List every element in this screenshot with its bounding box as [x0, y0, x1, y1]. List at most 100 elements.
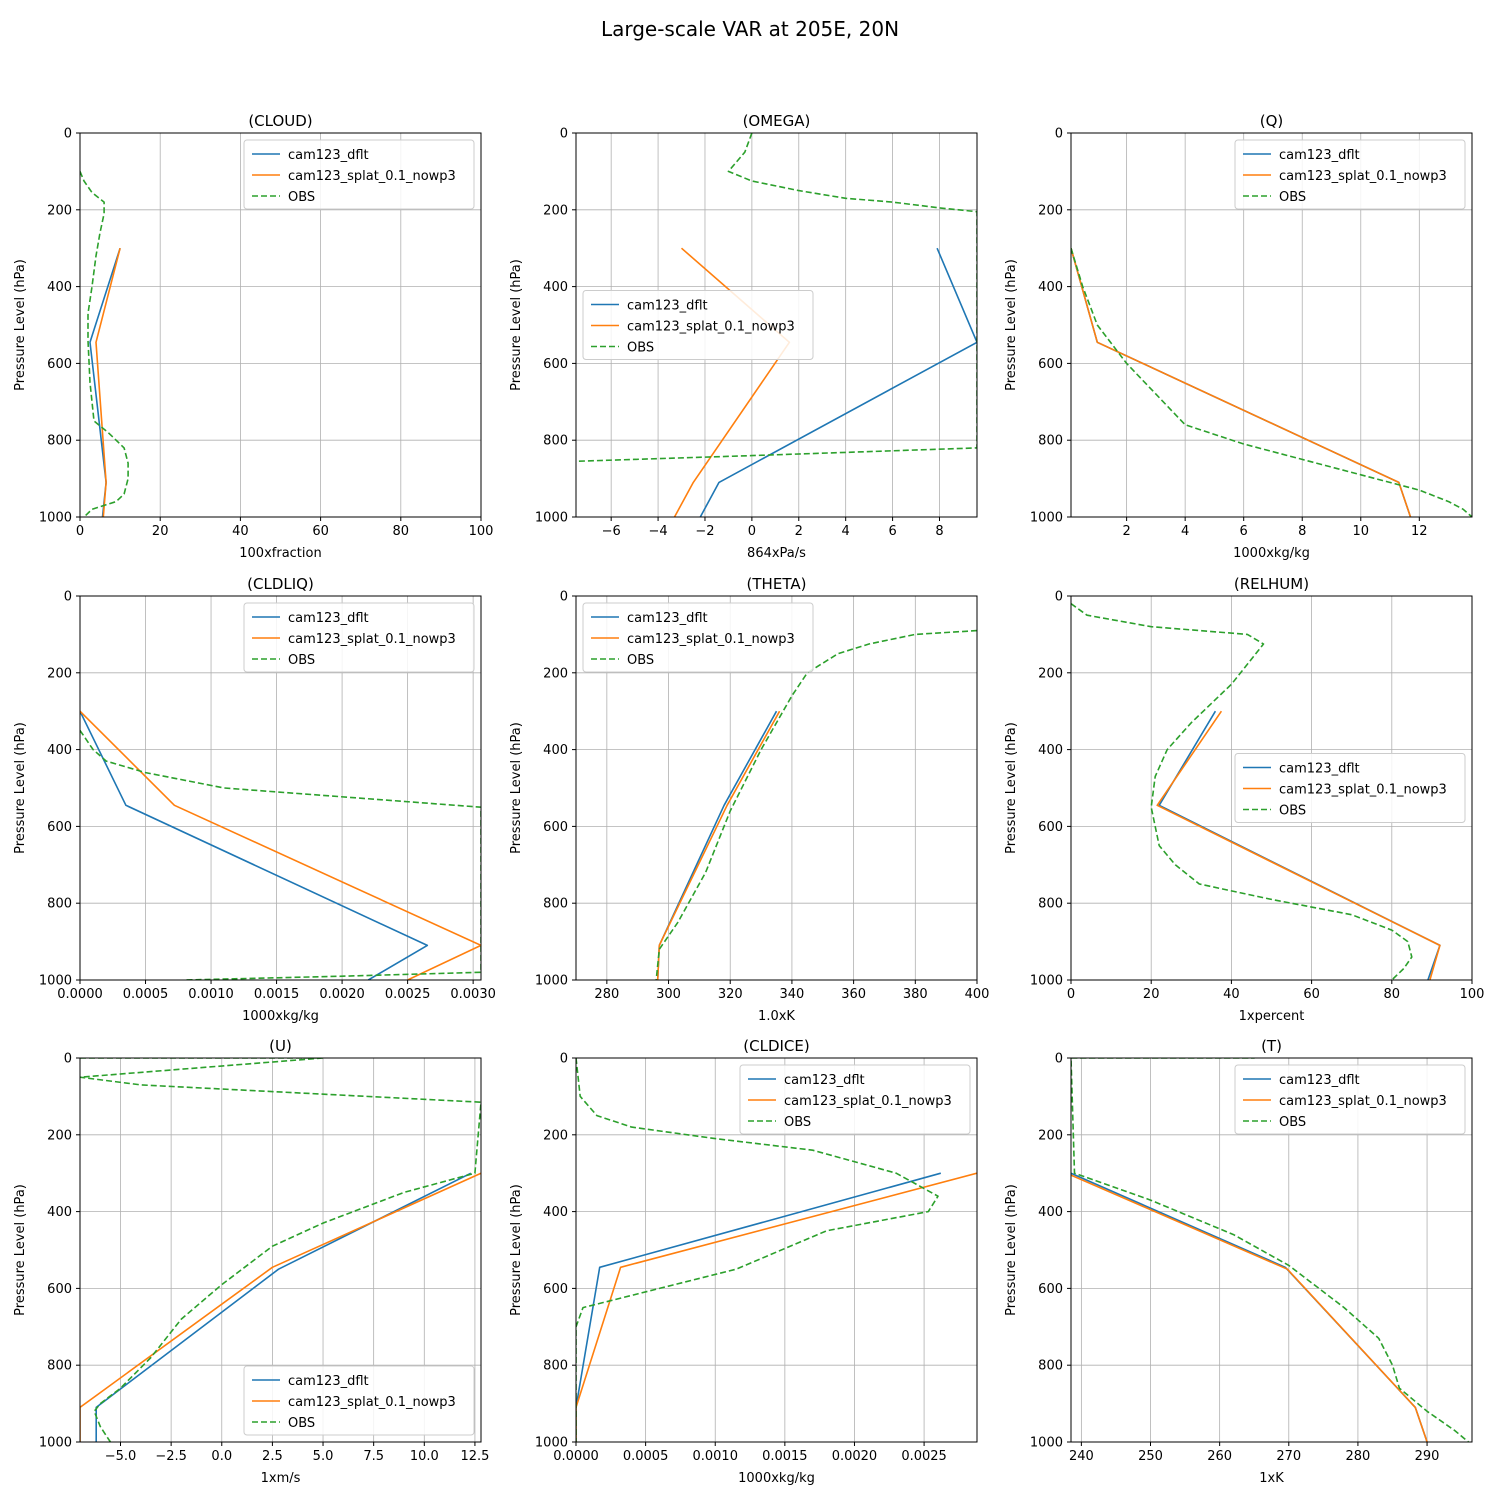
- y-tick-label: 600: [1038, 1282, 1063, 1297]
- series-line-cam123-splat-0-1-nowp3: [95, 248, 121, 517]
- y-tick-label: 800: [1038, 434, 1063, 449]
- y-tick-label: 800: [47, 1359, 72, 1374]
- y-tick-label: 800: [543, 434, 568, 449]
- subplot-title: (RELHUM): [1234, 575, 1309, 593]
- legend: cam123_dflt cam123_splat_0.1_nowp3 OBS: [1234, 753, 1466, 823]
- legend-label: OBS: [288, 653, 315, 668]
- legend-label: cam123_dflt: [784, 1073, 865, 1088]
- y-tick-label: 200: [47, 666, 72, 681]
- series-group: [1071, 1058, 1470, 1442]
- x-tick-label: 4: [842, 524, 850, 539]
- axes-frame: [575, 1057, 978, 1443]
- y-tick-label: 800: [47, 897, 72, 912]
- x-tick-label: 60: [312, 524, 329, 539]
- x-axis-label: 100xfraction: [239, 546, 321, 561]
- x-tick-label: 0.0005: [623, 1449, 669, 1464]
- subplot-theta: 280 300 320 340 360 380 400 0 200 400 600 800 1000 (T…: [509, 575, 989, 1024]
- axes-frame: [79, 595, 482, 981]
- y-tick-label: 1000: [1030, 511, 1063, 526]
- legend-label: OBS: [1279, 1115, 1306, 1130]
- y-tick-label: 800: [543, 1359, 568, 1374]
- series-line-obs: [1071, 1058, 1470, 1442]
- y-axis-label: Pressure Level (hPa): [1004, 259, 1019, 391]
- x-tick-label: 360: [841, 987, 866, 1002]
- y-tick-label: 400: [1038, 743, 1063, 758]
- legend: cam123_dflt cam123_splat_0.1_nowp3 OBS: [582, 290, 814, 360]
- y-tick-label: 600: [47, 357, 72, 372]
- legend: cam123_dflt cam123_splat_0.1_nowp3 OBS: [243, 139, 475, 210]
- x-tick-label: −4: [648, 524, 667, 539]
- x-tick-label: 10: [1353, 524, 1370, 539]
- series-line-cam123-splat-0-1-nowp3: [1156, 710, 1441, 980]
- axes-frame: [575, 132, 978, 518]
- subplot-title: (OMEGA): [743, 112, 811, 130]
- x-axis-label: 1000xkg/kg: [242, 1009, 319, 1024]
- legend: cam123_dflt cam123_splat_0.1_nowp3 OBS: [582, 602, 814, 673]
- x-axis-label: 1000xkg/kg: [738, 1471, 815, 1486]
- x-tick-label: 380: [903, 987, 928, 1002]
- x-tick-label: 0.0010: [188, 987, 234, 1002]
- legend-label: cam123_dflt: [627, 611, 708, 626]
- x-tick-label: 6: [888, 524, 896, 539]
- y-tick-label: 200: [47, 1128, 72, 1143]
- x-axis-label: 1000xkg/kg: [1233, 546, 1310, 561]
- legend-box: [243, 1365, 475, 1436]
- y-axis-label: Pressure Level (hPa): [509, 259, 524, 391]
- x-axis-label: 1xK: [1259, 1471, 1284, 1486]
- x-tick-label: 0: [76, 524, 84, 539]
- y-tick-label: 800: [1038, 897, 1063, 912]
- legend-label: cam123_dflt: [627, 299, 708, 314]
- y-tick-label: 0: [64, 127, 72, 142]
- axes-frame: [575, 595, 978, 981]
- y-tick-label: 0: [1055, 127, 1063, 142]
- legend: cam123_dflt cam123_splat_0.1_nowp3 OBS: [1234, 139, 1466, 210]
- legend-label: cam123_dflt: [288, 148, 369, 163]
- x-tick-label: −6: [602, 524, 621, 539]
- x-tick-label: 240: [1069, 1449, 1094, 1464]
- subplot-title: (CLOUD): [248, 112, 312, 130]
- x-tick-label: 0.0015: [762, 1449, 808, 1464]
- x-tick-label: 100: [469, 524, 494, 539]
- legend-label: cam123_splat_0.1_nowp3: [1279, 783, 1447, 798]
- series-line-cam123-splat-0-1-nowp3: [1071, 247, 1412, 517]
- x-tick-label: 0.0020: [832, 1449, 878, 1464]
- subplot-omega: −6 −4 −2 0 2 4 6 8 0 200 400 600 800 1000 (OMEGA) 864xP…: [509, 112, 978, 561]
- y-axis-label: Pressure Level (hPa): [1004, 722, 1019, 854]
- axes-frame: [1070, 1057, 1473, 1443]
- x-tick-label: 280: [594, 987, 619, 1002]
- y-tick-label: 800: [543, 897, 568, 912]
- y-tick-label: 600: [1038, 820, 1063, 835]
- legend-box: [582, 290, 814, 360]
- x-tick-label: 0.0015: [254, 987, 300, 1002]
- legend-label: OBS: [1279, 190, 1306, 205]
- y-tick-label: 0: [64, 590, 72, 605]
- subplot-t: 240 250 260 270 280 290 0 200 400 600 800 1000 (T) 1x…: [1004, 1037, 1473, 1486]
- y-tick-label: 0: [560, 127, 568, 142]
- legend-label: cam123_splat_0.1_nowp3: [627, 632, 795, 647]
- legend-label: cam123_splat_0.1_nowp3: [1279, 169, 1447, 184]
- legend-box: [1234, 1064, 1466, 1135]
- legend-label: OBS: [627, 653, 654, 668]
- y-tick-label: 0: [560, 1052, 568, 1067]
- legend-label: OBS: [1279, 804, 1306, 819]
- legend-label: cam123_splat_0.1_nowp3: [784, 1094, 952, 1109]
- series-line-cam123-splat-0-1-nowp3: [1071, 1174, 1428, 1442]
- series-group: [1071, 603, 1441, 980]
- y-tick-label: 400: [47, 1205, 72, 1220]
- series-group: [80, 710, 481, 980]
- y-axis-label: Pressure Level (hPa): [1004, 1184, 1019, 1316]
- y-tick-label: 200: [1038, 203, 1063, 218]
- series-group: [80, 171, 129, 517]
- legend-label: cam123_splat_0.1_nowp3: [1279, 1094, 1447, 1109]
- x-tick-label: 20: [152, 524, 169, 539]
- x-axis-label: 1xpercent: [1239, 1009, 1305, 1024]
- legend-label: cam123_splat_0.1_nowp3: [288, 632, 456, 647]
- x-tick-label: 40: [1223, 987, 1240, 1002]
- x-tick-label: 100: [1460, 987, 1485, 1002]
- x-tick-label: 8: [935, 524, 943, 539]
- axes-frame: [1070, 132, 1473, 518]
- y-tick-label: 600: [47, 1282, 72, 1297]
- legend-box: [582, 602, 814, 673]
- series-line-obs: [80, 729, 481, 980]
- y-tick-label: 0: [1055, 1052, 1063, 1067]
